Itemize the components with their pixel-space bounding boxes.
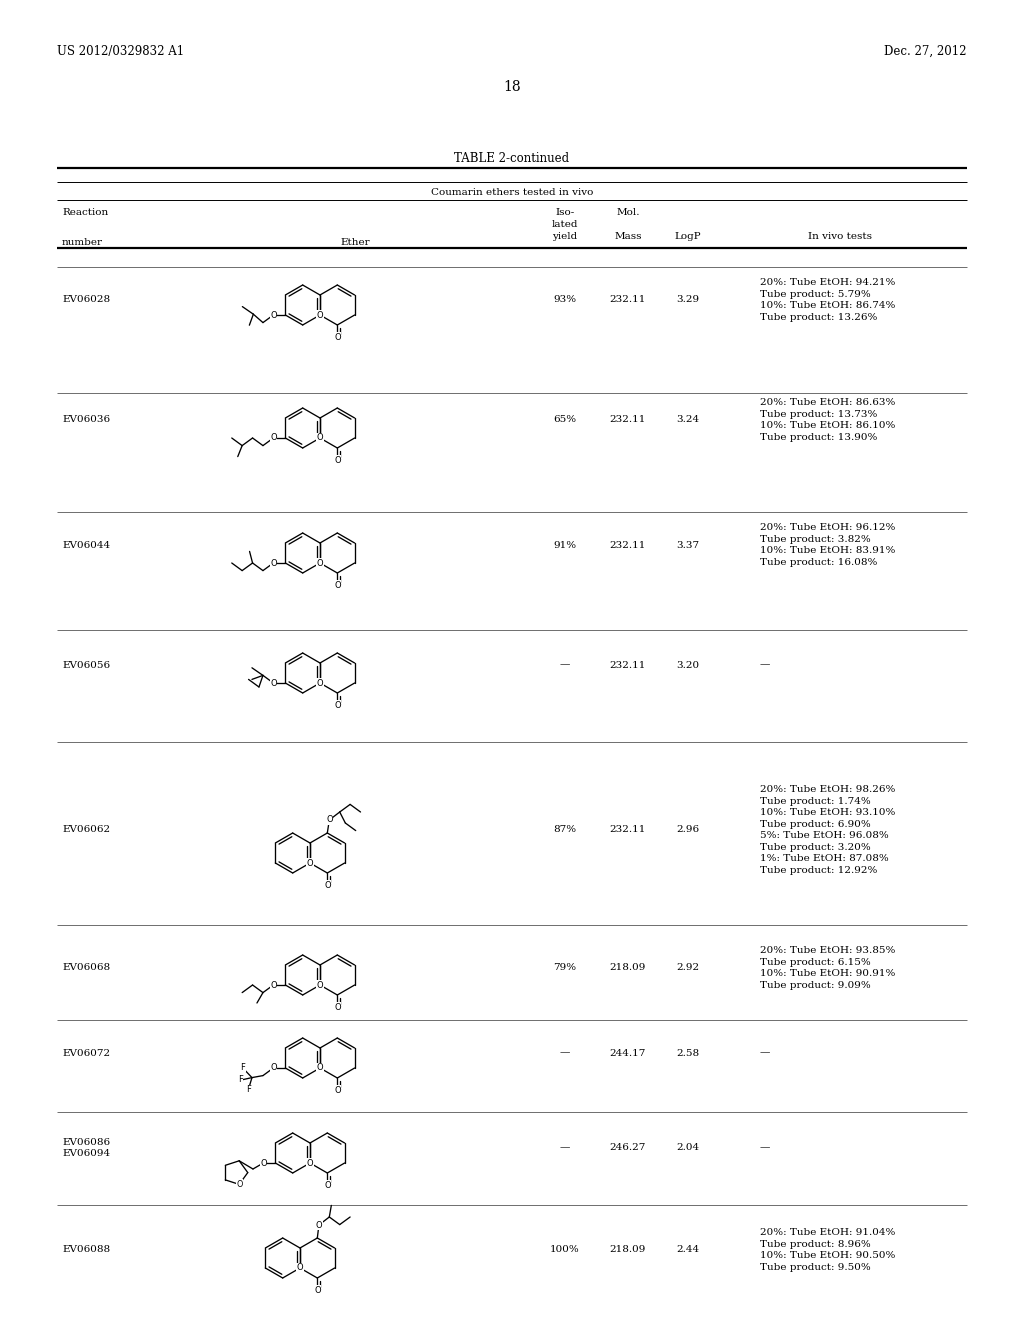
Text: —: —	[760, 660, 770, 669]
Text: O: O	[316, 678, 324, 688]
Text: EV06036: EV06036	[62, 416, 111, 425]
Text: 218.09: 218.09	[610, 1246, 646, 1254]
Text: 20%: Tube EtOH: 93.85%
Tube product: 6.15%
10%: Tube EtOH: 90.91%
Tube product: : 20%: Tube EtOH: 93.85% Tube product: 6.1…	[760, 946, 895, 990]
Text: 246.27: 246.27	[610, 1143, 646, 1152]
Text: 18: 18	[503, 81, 521, 94]
Text: Dec. 27, 2012: Dec. 27, 2012	[885, 45, 967, 58]
Text: EV06044: EV06044	[62, 540, 111, 549]
Text: O: O	[270, 678, 276, 688]
Text: O: O	[334, 1086, 341, 1094]
Text: Iso-: Iso-	[555, 209, 574, 216]
Text: O: O	[334, 333, 341, 342]
Text: O: O	[316, 1064, 324, 1072]
Text: 20%: Tube EtOH: 94.21%
Tube product: 5.79%
10%: Tube EtOH: 86.74%
Tube product: : 20%: Tube EtOH: 94.21% Tube product: 5.7…	[760, 279, 895, 322]
Text: 2.92: 2.92	[677, 964, 699, 973]
Text: F: F	[241, 1063, 246, 1072]
Text: Ether: Ether	[340, 238, 370, 247]
Text: EV06028: EV06028	[62, 296, 111, 305]
Text: EV06072: EV06072	[62, 1048, 111, 1057]
Text: 244.17: 244.17	[610, 1048, 646, 1057]
Text: 3.20: 3.20	[677, 660, 699, 669]
Text: Mol.: Mol.	[616, 209, 640, 216]
Text: 2.04: 2.04	[677, 1143, 699, 1152]
Text: F: F	[238, 1074, 243, 1084]
Text: 3.29: 3.29	[677, 296, 699, 305]
Text: O: O	[334, 701, 341, 710]
Text: 2.96: 2.96	[677, 825, 699, 834]
Text: O: O	[297, 1263, 303, 1272]
Text: 218.09: 218.09	[610, 964, 646, 973]
Text: LogP: LogP	[675, 232, 701, 242]
Text: 87%: 87%	[553, 825, 577, 834]
Text: Mass: Mass	[614, 232, 642, 242]
Text: 3.37: 3.37	[677, 540, 699, 549]
Text: O: O	[306, 858, 313, 867]
Text: O: O	[270, 433, 276, 442]
Text: In vivo tests: In vivo tests	[808, 232, 872, 242]
Text: 20%: Tube EtOH: 91.04%
Tube product: 8.96%
10%: Tube EtOH: 90.50%
Tube product: : 20%: Tube EtOH: 91.04% Tube product: 8.9…	[760, 1229, 895, 1271]
Text: 100%: 100%	[550, 1246, 580, 1254]
Text: O: O	[316, 558, 324, 568]
Text: yield: yield	[552, 232, 578, 242]
Text: 232.11: 232.11	[610, 416, 646, 425]
Text: 20%: Tube EtOH: 98.26%
Tube product: 1.74%
10%: Tube EtOH: 93.10%
Tube product: : 20%: Tube EtOH: 98.26% Tube product: 1.7…	[760, 785, 895, 875]
Text: F: F	[246, 1085, 251, 1094]
Text: 232.11: 232.11	[610, 540, 646, 549]
Text: number: number	[62, 238, 103, 247]
Text: lated: lated	[552, 220, 579, 228]
Text: Coumarin ethers tested in vivo: Coumarin ethers tested in vivo	[431, 187, 593, 197]
Text: O: O	[334, 455, 341, 465]
Text: TABLE 2-continued: TABLE 2-continued	[455, 152, 569, 165]
Text: O: O	[306, 1159, 313, 1167]
Text: O: O	[270, 1064, 276, 1072]
Text: 79%: 79%	[553, 964, 577, 973]
Text: 65%: 65%	[553, 416, 577, 425]
Text: 232.11: 232.11	[610, 825, 646, 834]
Text: EV06062: EV06062	[62, 825, 111, 834]
Text: 91%: 91%	[553, 540, 577, 549]
Text: O: O	[324, 1181, 331, 1189]
Text: 232.11: 232.11	[610, 660, 646, 669]
Text: EV06056: EV06056	[62, 660, 111, 669]
Text: 232.11: 232.11	[610, 296, 646, 305]
Text: 2.44: 2.44	[677, 1246, 699, 1254]
Text: 2.58: 2.58	[677, 1048, 699, 1057]
Text: —: —	[560, 660, 570, 669]
Text: EV06086
EV06094: EV06086 EV06094	[62, 1138, 111, 1158]
Text: —: —	[560, 1048, 570, 1057]
Text: —: —	[760, 1048, 770, 1057]
Text: O: O	[315, 1221, 323, 1229]
Text: O: O	[236, 1180, 243, 1189]
Text: O: O	[260, 1159, 266, 1167]
Text: US 2012/0329832 A1: US 2012/0329832 A1	[57, 45, 184, 58]
Text: O: O	[270, 981, 276, 990]
Text: EV06068: EV06068	[62, 964, 111, 973]
Text: 93%: 93%	[553, 296, 577, 305]
Text: 20%: Tube EtOH: 86.63%
Tube product: 13.73%
10%: Tube EtOH: 86.10%
Tube product:: 20%: Tube EtOH: 86.63% Tube product: 13.…	[760, 399, 895, 442]
Text: O: O	[334, 581, 341, 590]
Text: O: O	[270, 558, 276, 568]
Text: O: O	[316, 433, 324, 442]
Text: Reaction: Reaction	[62, 209, 109, 216]
Text: O: O	[270, 310, 276, 319]
Text: O: O	[314, 1286, 321, 1295]
Text: —: —	[560, 1143, 570, 1152]
Text: O: O	[316, 310, 324, 319]
Text: —: —	[760, 1143, 770, 1152]
Text: 20%: Tube EtOH: 96.12%
Tube product: 3.82%
10%: Tube EtOH: 83.91%
Tube product: : 20%: Tube EtOH: 96.12% Tube product: 3.8…	[760, 523, 895, 566]
Text: 3.24: 3.24	[677, 416, 699, 425]
Text: EV06088: EV06088	[62, 1246, 111, 1254]
Text: O: O	[316, 981, 324, 990]
Text: O: O	[326, 816, 333, 825]
Text: O: O	[334, 1003, 341, 1012]
Text: O: O	[324, 880, 331, 890]
